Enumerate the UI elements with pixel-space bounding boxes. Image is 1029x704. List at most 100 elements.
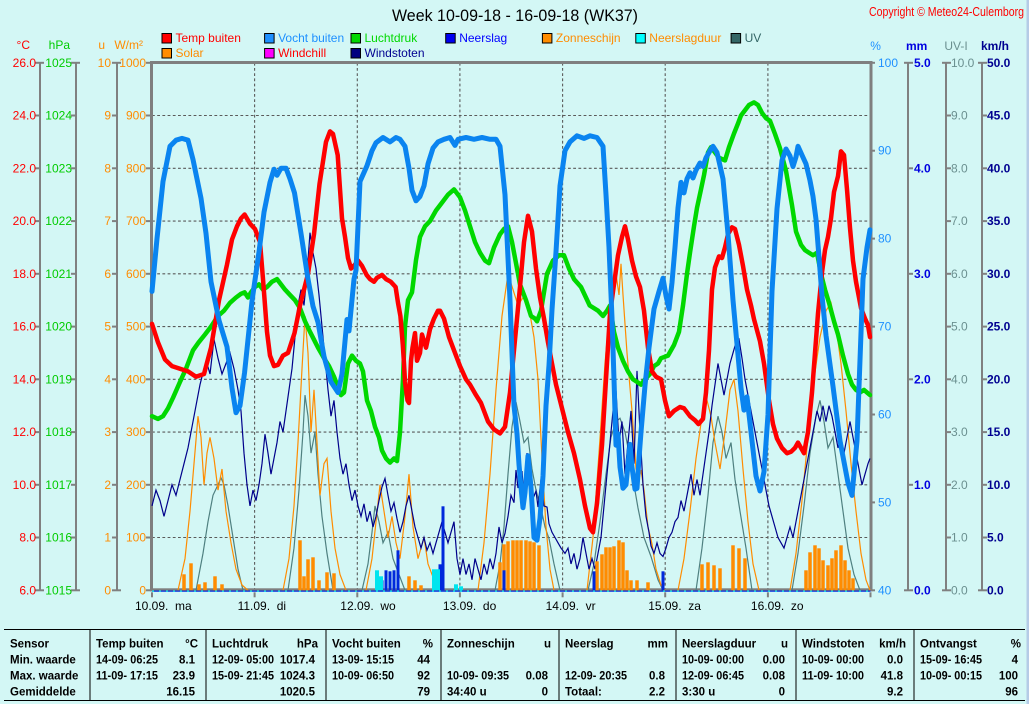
svg-text:1000: 1000 (119, 56, 146, 70)
svg-text:23.9: 23.9 (173, 671, 195, 683)
svg-text:79: 79 (417, 687, 430, 699)
svg-text:14.0: 14.0 (13, 372, 37, 386)
svg-text:10.0: 10.0 (987, 478, 1011, 492)
svg-text:20.0: 20.0 (987, 372, 1011, 386)
svg-text:40.0: 40.0 (987, 161, 1011, 175)
svg-text:13.09. do: 13.09. do (443, 599, 497, 613)
svg-text:35.0: 35.0 (987, 214, 1011, 228)
svg-text:0.08: 0.08 (526, 671, 549, 683)
svg-text:0.08: 0.08 (763, 671, 786, 683)
svg-text:10-09- 00:00: 10-09- 00:00 (682, 655, 744, 667)
svg-text:0: 0 (542, 687, 548, 699)
svg-text:4.0: 4.0 (951, 372, 968, 386)
svg-text:11-09- 17:15: 11-09- 17:15 (96, 671, 159, 683)
svg-text:70: 70 (878, 320, 892, 334)
svg-text:u: u (781, 639, 788, 651)
svg-text:90: 90 (878, 144, 892, 158)
svg-text:Gemiddelde: Gemiddelde (10, 687, 76, 699)
svg-text:3:30 u: 3:30 u (682, 687, 715, 699)
svg-text:Min. waarde: Min. waarde (10, 655, 76, 667)
svg-text:8.0: 8.0 (19, 531, 36, 545)
svg-text:100: 100 (999, 671, 1018, 683)
svg-text:25.0: 25.0 (987, 320, 1011, 334)
svg-text:mm: mm (906, 39, 927, 53)
svg-text:50.0: 50.0 (987, 56, 1011, 70)
svg-text:1018: 1018 (45, 425, 72, 439)
svg-text:12-09- 05:00: 12-09- 05:00 (212, 655, 274, 667)
svg-text:0.0: 0.0 (914, 583, 931, 597)
svg-text:40: 40 (878, 583, 892, 597)
svg-text:Sensor: Sensor (10, 639, 50, 651)
svg-text:41.8: 41.8 (881, 671, 904, 683)
svg-text:8.1: 8.1 (179, 655, 196, 667)
svg-text:°C: °C (17, 38, 31, 52)
svg-text:10.0: 10.0 (13, 478, 37, 492)
svg-text:Neerslag: Neerslag (459, 31, 507, 45)
svg-text:5: 5 (104, 320, 111, 334)
svg-text:1.0: 1.0 (951, 531, 968, 545)
svg-text:Zonneschijn: Zonneschijn (556, 31, 621, 45)
svg-text:9.0: 9.0 (951, 109, 968, 123)
svg-text:1015: 1015 (45, 583, 72, 597)
svg-text:°C: °C (185, 639, 198, 651)
svg-text:5.0: 5.0 (987, 531, 1004, 545)
svg-text:4: 4 (104, 372, 111, 386)
svg-text:700: 700 (126, 214, 146, 228)
svg-text:11-09- 10:00: 11-09- 10:00 (802, 671, 864, 683)
svg-text:1: 1 (104, 531, 111, 545)
svg-text:96: 96 (1005, 687, 1018, 699)
svg-text:1017: 1017 (45, 478, 72, 492)
svg-text:3.0: 3.0 (951, 425, 968, 439)
svg-text:400: 400 (126, 372, 146, 386)
svg-text:Temp buiten: Temp buiten (176, 31, 241, 45)
svg-text:9.2: 9.2 (887, 687, 903, 699)
svg-text:60: 60 (878, 408, 892, 422)
svg-text:0.0: 0.0 (987, 583, 1004, 597)
svg-text:500: 500 (126, 320, 146, 334)
svg-text:u: u (98, 38, 105, 52)
svg-text:10: 10 (98, 56, 112, 70)
svg-text:1017.4: 1017.4 (280, 655, 316, 667)
svg-text:10.0: 10.0 (951, 56, 975, 70)
svg-text:0: 0 (139, 583, 146, 597)
svg-text:300: 300 (126, 425, 146, 439)
svg-text:10-09- 09:35: 10-09- 09:35 (447, 671, 510, 683)
svg-text:Max. waarde: Max. waarde (10, 671, 78, 683)
svg-text:10-09- 00:15: 10-09- 00:15 (920, 671, 983, 683)
svg-text:1.0: 1.0 (914, 478, 931, 492)
svg-text:UV: UV (745, 31, 762, 45)
svg-text:45.0: 45.0 (987, 109, 1011, 123)
svg-text:200: 200 (126, 478, 146, 492)
svg-text:100: 100 (878, 56, 898, 70)
svg-text:0: 0 (779, 687, 785, 699)
svg-text:80: 80 (878, 232, 892, 246)
svg-text:26.0: 26.0 (13, 56, 37, 70)
svg-text:%: % (423, 639, 433, 651)
svg-text:1022: 1022 (45, 214, 72, 228)
svg-text:Ontvangst: Ontvangst (920, 639, 977, 651)
svg-text:1020: 1020 (45, 320, 72, 334)
svg-text:20.0: 20.0 (13, 214, 37, 228)
svg-text:12-09- 20:35: 12-09- 20:35 (565, 671, 628, 683)
svg-text:u: u (544, 639, 551, 651)
svg-text:km/h: km/h (879, 639, 906, 651)
svg-text:1021: 1021 (45, 267, 72, 281)
svg-text:15-09- 21:45: 15-09- 21:45 (212, 671, 275, 683)
svg-text:Solar: Solar (176, 46, 204, 60)
svg-text:12.0: 12.0 (13, 425, 37, 439)
svg-text:Neerslagduur: Neerslagduur (649, 31, 721, 45)
svg-text:9: 9 (104, 109, 111, 123)
svg-text:Windchill: Windchill (278, 46, 326, 60)
svg-text:0: 0 (104, 583, 111, 597)
svg-text:3: 3 (104, 425, 111, 439)
svg-text:50: 50 (878, 495, 892, 509)
svg-text:10.09. ma: 10.09. ma (135, 599, 192, 613)
svg-text:W/m²: W/m² (114, 38, 143, 52)
svg-text:Zonneschijn: Zonneschijn (447, 639, 515, 651)
svg-text:10-09- 06:50: 10-09- 06:50 (332, 671, 394, 683)
svg-text:22.0: 22.0 (13, 161, 37, 175)
svg-text:1019: 1019 (45, 372, 72, 386)
svg-text:2.0: 2.0 (951, 478, 968, 492)
svg-text:14-09- 06:25: 14-09- 06:25 (96, 655, 159, 667)
svg-text:15-09- 16:45: 15-09- 16:45 (920, 655, 983, 667)
